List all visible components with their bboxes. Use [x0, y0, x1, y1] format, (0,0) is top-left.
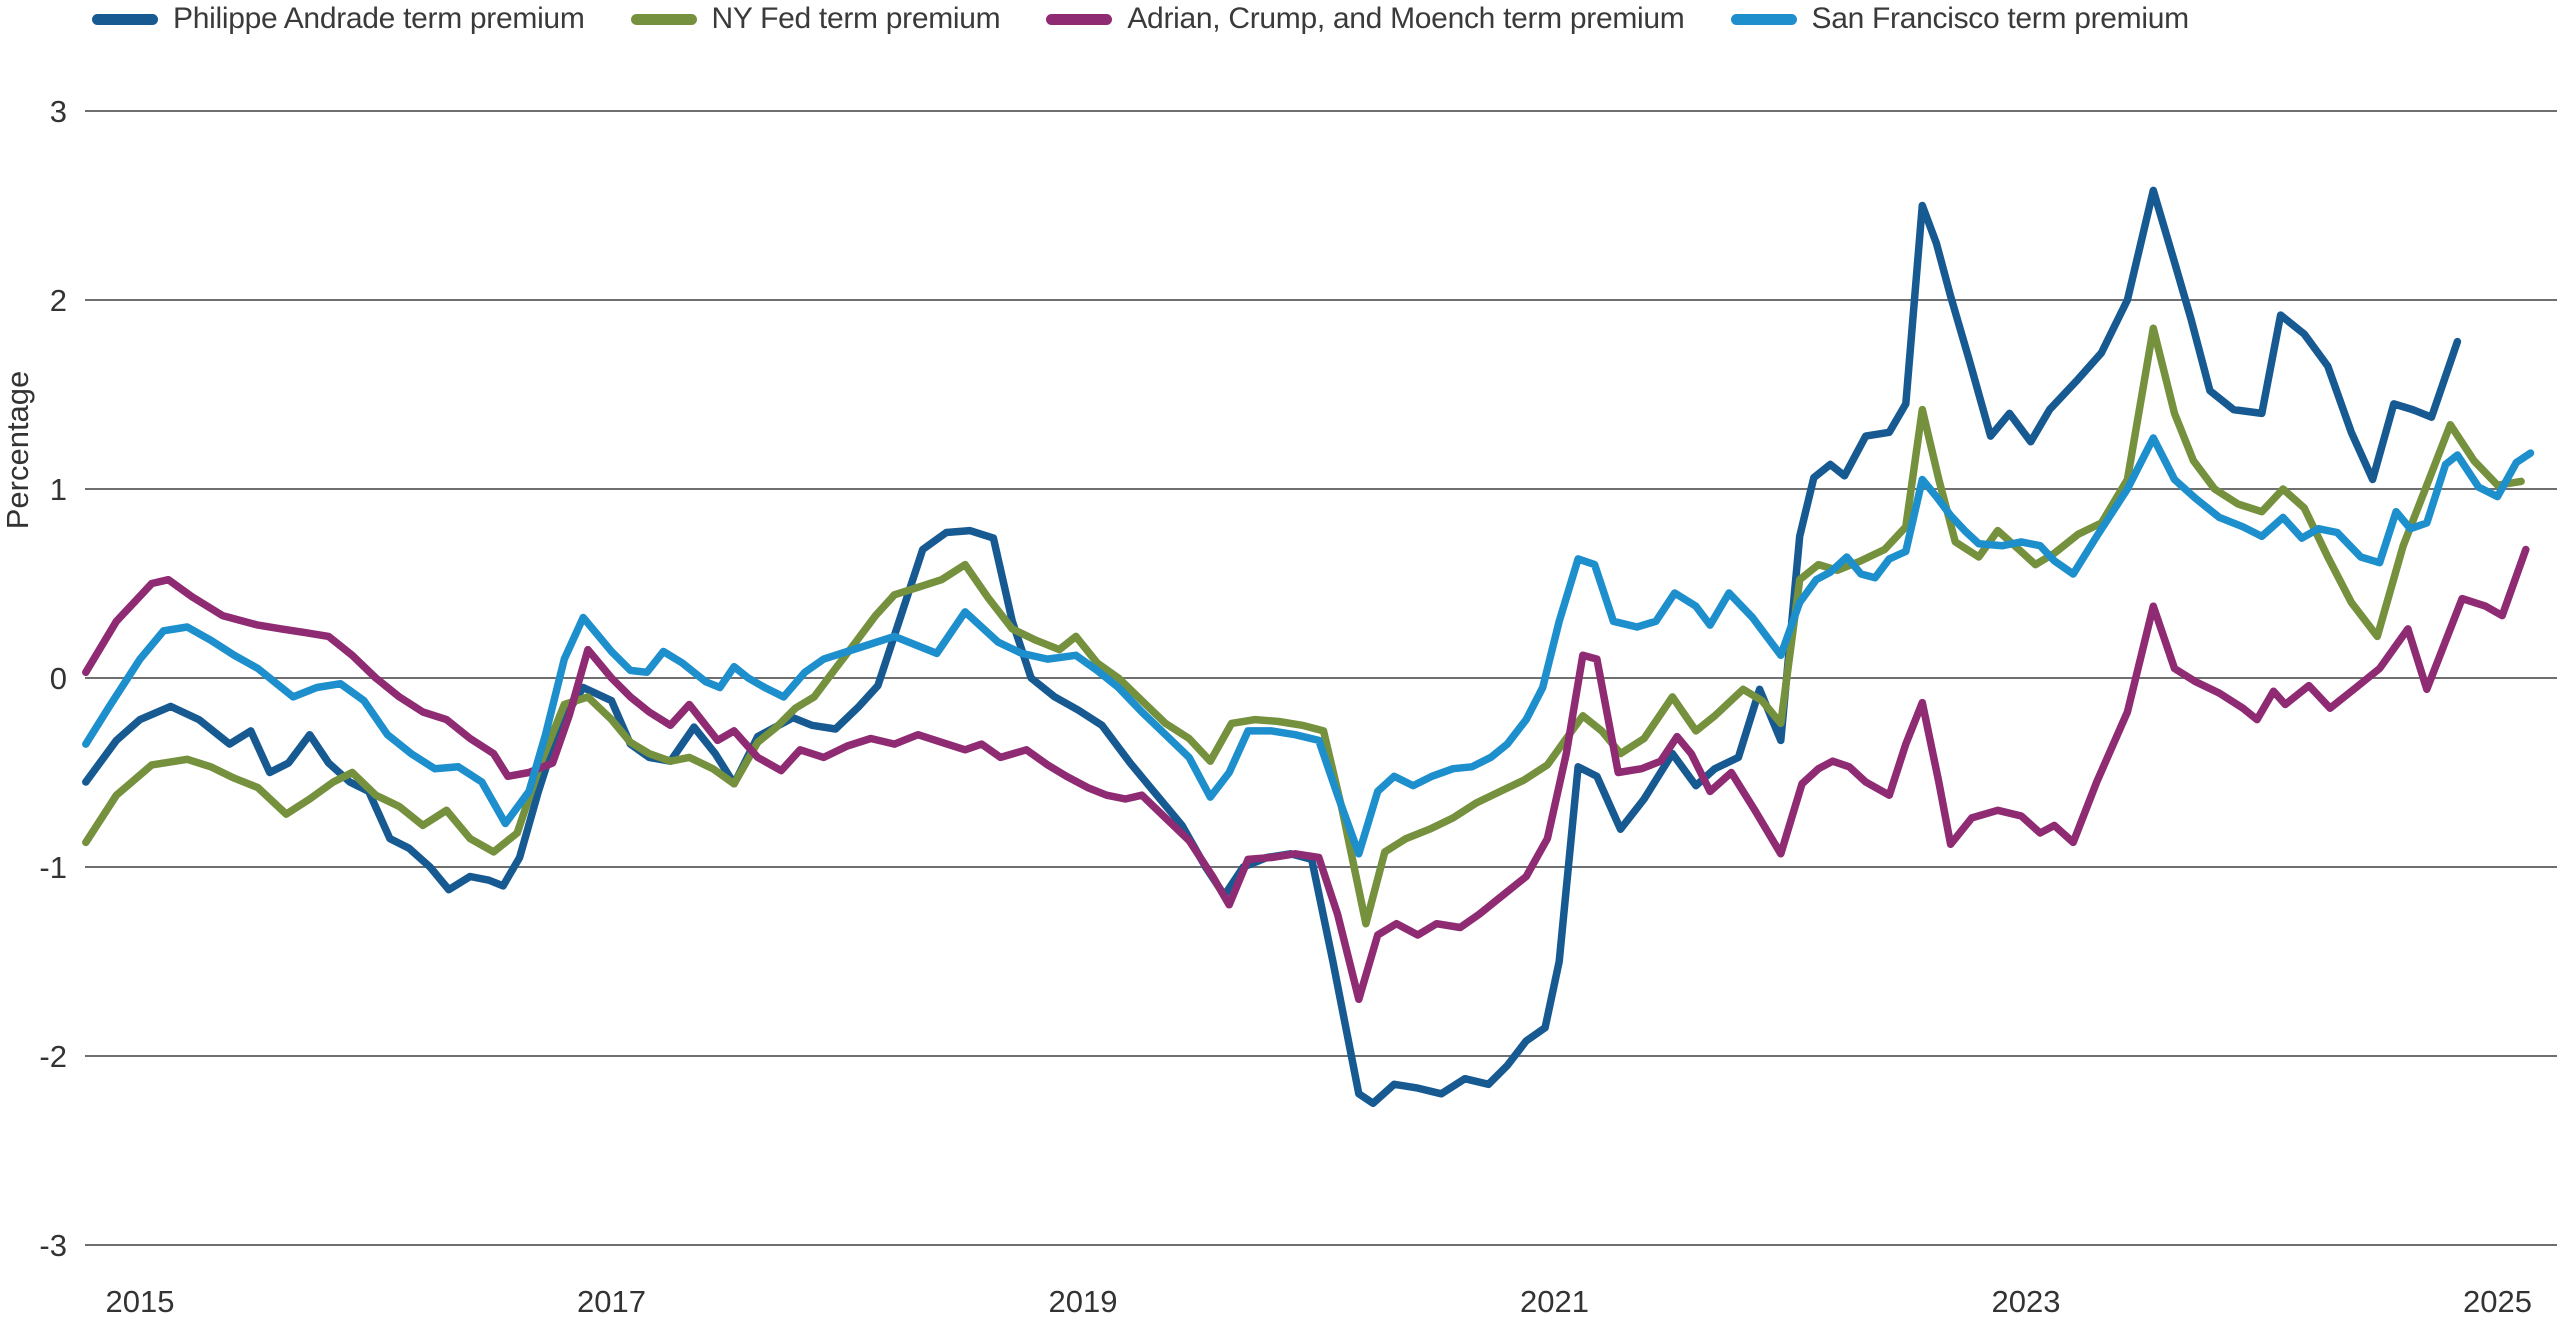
- series-line-san-francisco-term-premium: [82, 434, 2535, 858]
- legend: Philippe Andrade term premium NY Fed ter…: [92, 2, 2560, 36]
- legend-swatch-icon: [630, 13, 697, 25]
- y-tick-label: 1: [50, 472, 67, 507]
- y-tick-label: 0: [50, 661, 67, 696]
- legend-item-adrian-crump-moench: Adrian, Crump, and Moench term premium: [1046, 2, 1685, 36]
- series-line-adrian-crump-and-moench-term-premium: [82, 545, 2530, 1004]
- series-line-philippe-andrade-term-premium: [82, 186, 2462, 1108]
- legend-item-label: Adrian, Crump, and Moench term premium: [1127, 2, 1685, 35]
- x-tick-label: 2023: [1992, 1284, 2061, 1319]
- legend-swatch-icon: [92, 13, 158, 25]
- legend-item-label: Philippe Andrade term premium: [173, 2, 585, 35]
- y-tick-label: 2: [50, 283, 67, 318]
- y-tick-label: -3: [39, 1228, 67, 1263]
- x-tick-label: 2025: [2463, 1284, 2532, 1319]
- y-axis-title: Percentage: [0, 370, 35, 530]
- y-tick-label: -2: [39, 1039, 67, 1074]
- x-tick-label: 2021: [1520, 1284, 1589, 1319]
- legend-item-san-francisco: San Francisco term premium: [1730, 2, 2190, 36]
- legend-item-label: NY Fed term premium: [711, 2, 1001, 35]
- legend-item-label: San Francisco term premium: [1811, 2, 2190, 35]
- x-tick-label: 2017: [577, 1284, 646, 1319]
- legend-item-philippe-andrade: Philippe Andrade term premium: [92, 2, 585, 36]
- legend-swatch-icon: [1046, 13, 1113, 25]
- legend-swatch-icon: [1730, 13, 1797, 25]
- x-tick-label: 2015: [106, 1284, 175, 1319]
- x-tick-label: 2019: [1049, 1284, 1118, 1319]
- series-line-ny-fed-term-premium: [82, 324, 2525, 928]
- y-tick-label: -1: [39, 850, 67, 885]
- y-tick-label: 3: [50, 94, 67, 129]
- legend-item-ny-fed: NY Fed term premium: [630, 2, 1001, 36]
